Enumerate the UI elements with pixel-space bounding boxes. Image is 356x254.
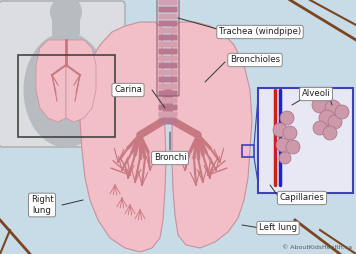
Circle shape — [313, 121, 327, 135]
FancyBboxPatch shape — [158, 13, 178, 20]
Circle shape — [280, 111, 294, 125]
Text: Bronchioles: Bronchioles — [230, 56, 280, 65]
Circle shape — [319, 110, 335, 126]
FancyBboxPatch shape — [158, 90, 178, 97]
FancyBboxPatch shape — [158, 119, 178, 124]
Polygon shape — [172, 22, 252, 248]
Circle shape — [283, 126, 297, 140]
Circle shape — [328, 115, 342, 129]
FancyBboxPatch shape — [0, 1, 125, 147]
Circle shape — [312, 97, 328, 113]
Text: Trachea (windpipe): Trachea (windpipe) — [219, 27, 301, 37]
Circle shape — [273, 123, 287, 137]
Circle shape — [335, 105, 349, 119]
FancyBboxPatch shape — [158, 21, 178, 26]
Text: Alveoli: Alveoli — [302, 89, 330, 99]
Text: © AboutKidsHealth.ca: © AboutKidsHealth.ca — [282, 245, 352, 250]
FancyBboxPatch shape — [158, 35, 178, 40]
FancyBboxPatch shape — [258, 88, 353, 193]
Polygon shape — [66, 40, 96, 122]
Polygon shape — [80, 22, 166, 252]
Text: Carina: Carina — [114, 86, 142, 94]
FancyBboxPatch shape — [158, 27, 178, 34]
Text: Right
lung: Right lung — [31, 195, 53, 215]
FancyBboxPatch shape — [158, 70, 178, 75]
Circle shape — [279, 152, 291, 164]
Text: Capillaries: Capillaries — [279, 194, 324, 202]
FancyBboxPatch shape — [158, 84, 178, 89]
Polygon shape — [36, 40, 66, 122]
FancyBboxPatch shape — [52, 5, 80, 36]
FancyBboxPatch shape — [158, 104, 178, 110]
FancyBboxPatch shape — [158, 76, 178, 83]
Circle shape — [276, 138, 290, 152]
FancyBboxPatch shape — [158, 62, 178, 69]
FancyBboxPatch shape — [158, 49, 178, 55]
FancyBboxPatch shape — [158, 112, 178, 118]
Circle shape — [323, 126, 337, 140]
Circle shape — [325, 100, 341, 116]
FancyBboxPatch shape — [158, 98, 178, 103]
FancyBboxPatch shape — [158, 41, 178, 47]
FancyBboxPatch shape — [158, 0, 178, 6]
Ellipse shape — [23, 33, 109, 148]
Circle shape — [50, 0, 82, 28]
Text: Bronchi: Bronchi — [154, 153, 186, 163]
FancyBboxPatch shape — [158, 7, 178, 12]
Text: Left lung: Left lung — [259, 224, 297, 232]
Circle shape — [286, 140, 300, 154]
FancyBboxPatch shape — [158, 56, 178, 61]
